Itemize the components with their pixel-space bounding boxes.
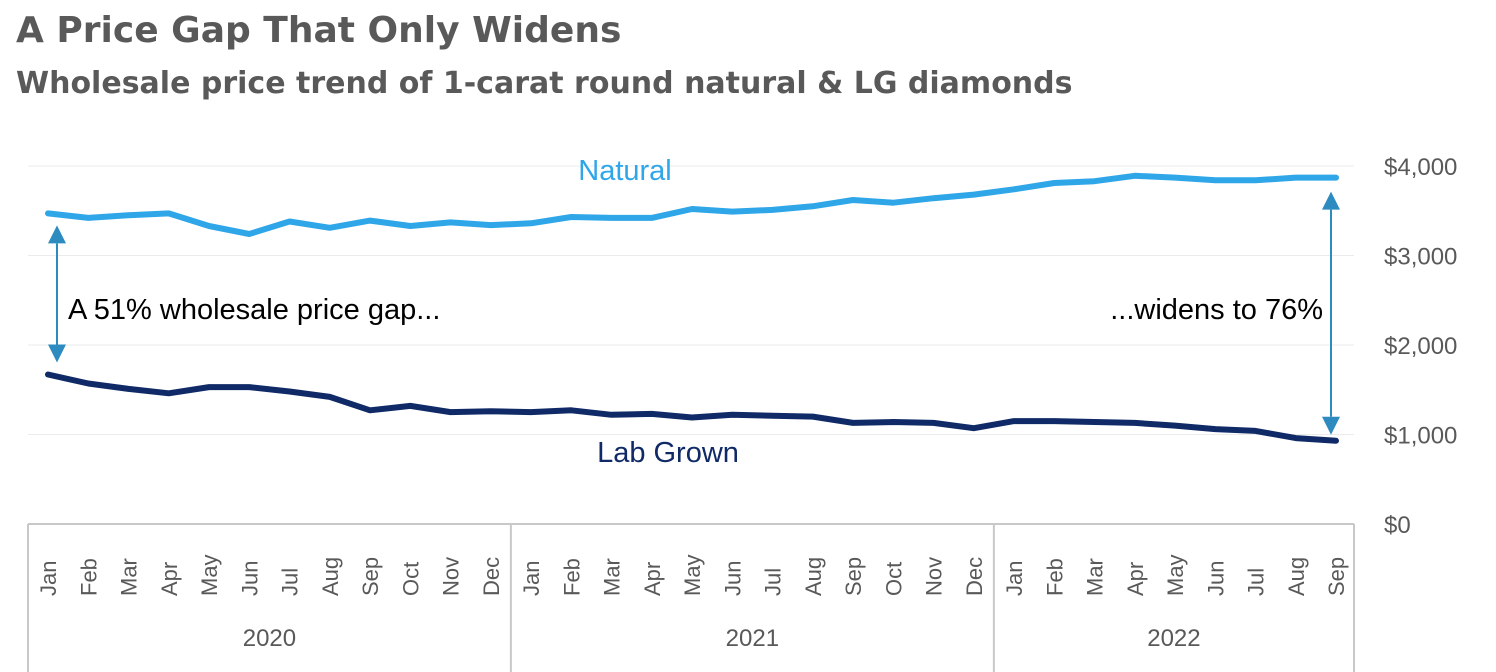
y-tick-label: $0 xyxy=(1384,512,1411,539)
gap-arrow-end xyxy=(1322,191,1340,435)
series-line-natural xyxy=(45,172,1339,237)
annotation-left: A 51% wholesale price gap... xyxy=(68,294,440,326)
x-tick-label: Jun xyxy=(720,561,745,596)
chart-subtitle: Wholesale price trend of 1-carat round n… xyxy=(16,66,1073,101)
x-tick-label: May xyxy=(1163,554,1188,596)
grid-lines xyxy=(28,165,1354,435)
x-tick-label: Dec xyxy=(479,557,504,596)
x-tick-label: Jan xyxy=(519,561,544,596)
arrow-head-down xyxy=(48,344,66,363)
x-tick-label: Aug xyxy=(1284,557,1309,596)
x-tick-label: Oct xyxy=(398,562,423,596)
x-tick-label: Sep xyxy=(358,557,383,596)
y-tick-label: $2,000 xyxy=(1384,333,1457,360)
x-group-label: 2021 xyxy=(726,625,779,652)
x-tick-label: Oct xyxy=(881,562,906,596)
annotation-right: ...widens to 76% xyxy=(1110,294,1323,326)
y-tick-label: $3,000 xyxy=(1384,244,1457,271)
x-tick-label: Mar xyxy=(117,558,142,596)
x-tick-label: Feb xyxy=(76,558,101,596)
x-tick-label: Nov xyxy=(439,557,464,596)
arrow-head-down xyxy=(1322,416,1340,435)
series-lines xyxy=(45,172,1339,444)
x-tick-label: Dec xyxy=(962,557,987,596)
x-tick-label: Nov xyxy=(922,557,947,596)
x-tick-label: May xyxy=(680,554,705,596)
x-tick-label: Mar xyxy=(600,558,625,596)
x-tick-label: Feb xyxy=(1042,558,1067,596)
arrow-head-up xyxy=(1322,191,1340,210)
y-tick-label: $1,000 xyxy=(1384,423,1457,450)
chart-title: A Price Gap That Only Widens xyxy=(16,10,622,51)
gap-arrows xyxy=(48,191,1340,435)
x-tick-label: Sep xyxy=(841,557,866,596)
x-tick-label: Mar xyxy=(1083,558,1108,596)
x-tick-label: Jul xyxy=(1244,568,1269,596)
x-tick-label: Apr xyxy=(1123,562,1148,596)
arrow-head-up xyxy=(48,225,66,244)
x-tick-label: Aug xyxy=(318,557,343,596)
y-axis-ticks: $0 $1,000 $2,000 $3,000 $4,000 xyxy=(1384,154,1457,539)
x-tick-label: Jun xyxy=(237,561,262,596)
x-group-label: 2020 xyxy=(243,625,296,652)
x-tick-label: Jul xyxy=(278,568,303,596)
series-line-lab-grown xyxy=(45,371,1339,444)
x-tick-label: Apr xyxy=(157,562,182,596)
x-tick-label: Aug xyxy=(801,557,826,596)
x-group-label: 2022 xyxy=(1147,625,1200,652)
y-tick-label: $4,000 xyxy=(1384,154,1457,181)
series-label-lab-grown: Lab Grown xyxy=(597,437,739,469)
gap-arrow-start xyxy=(48,225,66,363)
x-tick-label: Sep xyxy=(1324,557,1349,596)
x-tick-label: Jan xyxy=(36,561,61,596)
x-tick-label: Feb xyxy=(559,558,584,596)
series-label-natural: Natural xyxy=(578,155,672,187)
x-tick-label: Jan xyxy=(1002,561,1027,596)
x-axis: Jan Feb Mar Apr May Jun Jul Aug Sep Oct Nov Dec Jan F… xyxy=(27,523,1355,672)
x-tick-label: Apr xyxy=(640,562,665,596)
x-tick-label: Jul xyxy=(761,568,786,596)
x-tick-label: Jun xyxy=(1203,561,1228,596)
x-tick-label: May xyxy=(197,554,222,596)
